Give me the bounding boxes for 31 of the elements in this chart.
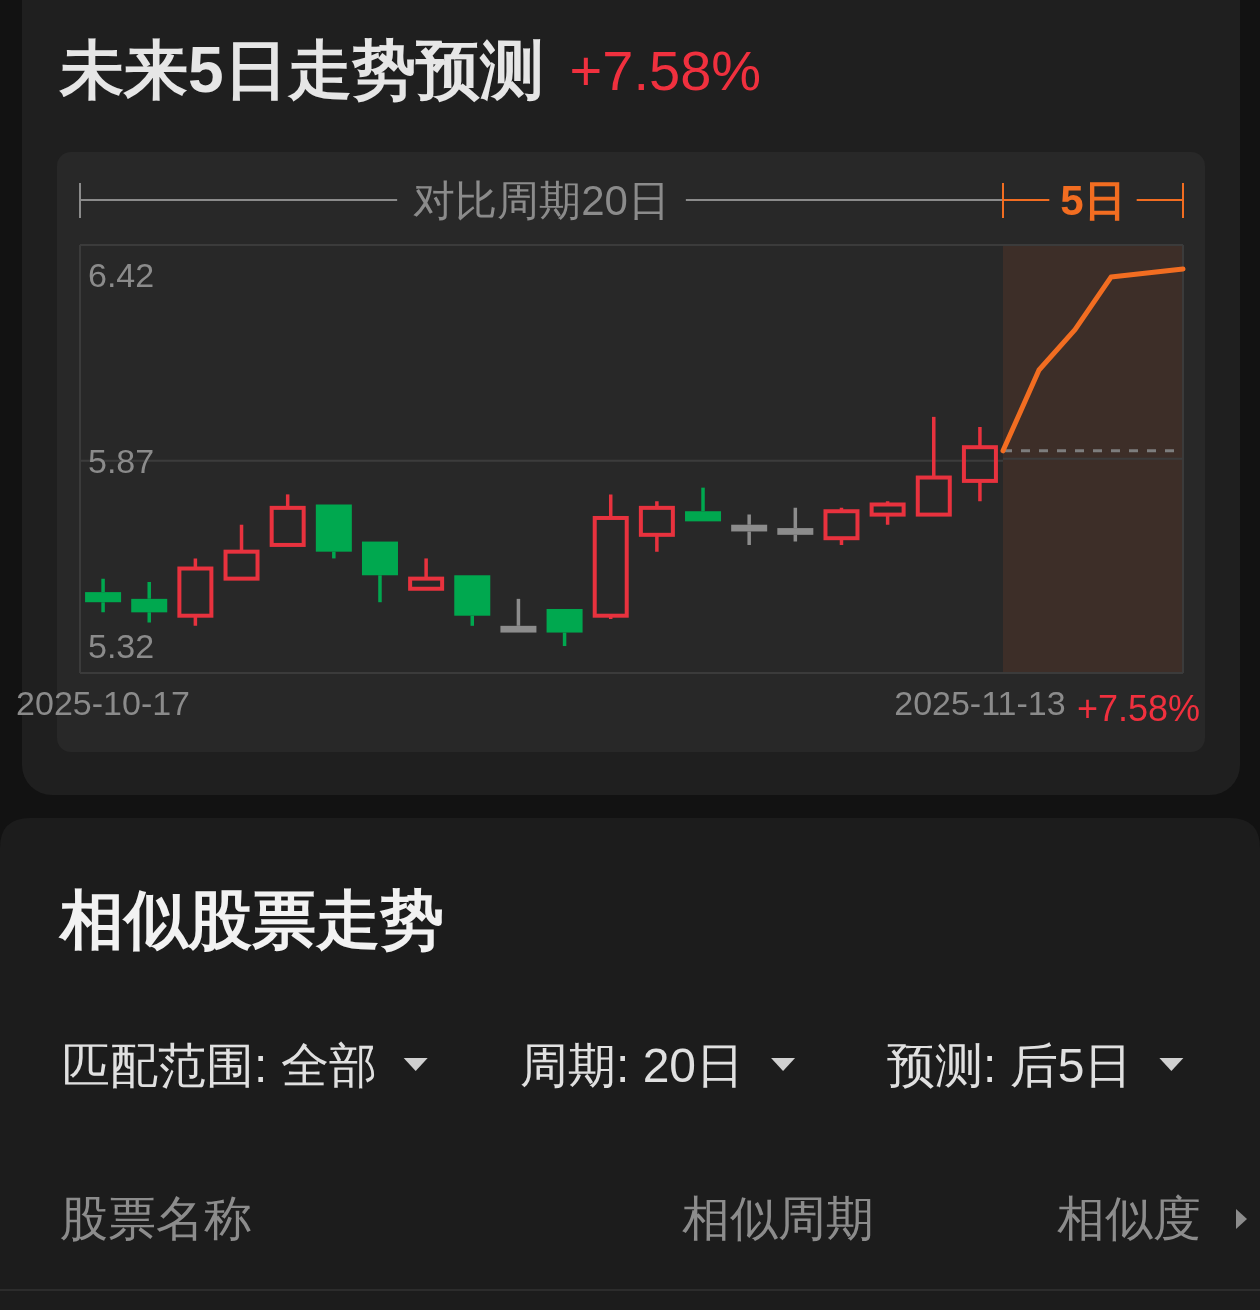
text: 股票名称 <box>60 1191 252 1245</box>
y-tick-label: 6.42 <box>88 256 155 295</box>
candlestick <box>961 426 998 502</box>
y-tick-label: 5.32 <box>88 627 155 666</box>
candlestick <box>85 578 122 613</box>
text: 相似周期 <box>682 1191 874 1245</box>
x-tick-label: 2025-10-17 <box>16 684 191 722</box>
candlestick <box>131 582 168 623</box>
chart-title: 未来5日走势预测 <box>59 34 544 106</box>
candlestick <box>685 487 722 522</box>
text: 预测: 后5日 <box>887 1038 1133 1092</box>
candlestick <box>915 416 952 517</box>
text: 周期: 20日 <box>520 1038 745 1092</box>
candlestick <box>638 501 675 552</box>
text: 5日 <box>1060 176 1126 224</box>
candlestick <box>361 541 398 603</box>
text: 对比周期20日 <box>413 176 670 224</box>
chart-subtitle: +7.58% <box>569 38 762 102</box>
candlestick <box>177 558 214 626</box>
x-tick-label: 2025-11-13 <box>894 684 1066 722</box>
text: +7.58% <box>1076 687 1200 729</box>
candlestick <box>315 504 352 559</box>
candlestick <box>223 524 260 581</box>
candlestick <box>408 558 445 591</box>
text: 相似股票走势 <box>58 884 444 956</box>
y-tick-label: 5.87 <box>88 441 155 480</box>
candlestick <box>500 598 537 633</box>
candlestick <box>777 507 814 542</box>
candlestick <box>592 494 629 620</box>
text: 相似度 <box>1057 1191 1201 1245</box>
text: 匹配范围: 全部 <box>62 1038 377 1092</box>
